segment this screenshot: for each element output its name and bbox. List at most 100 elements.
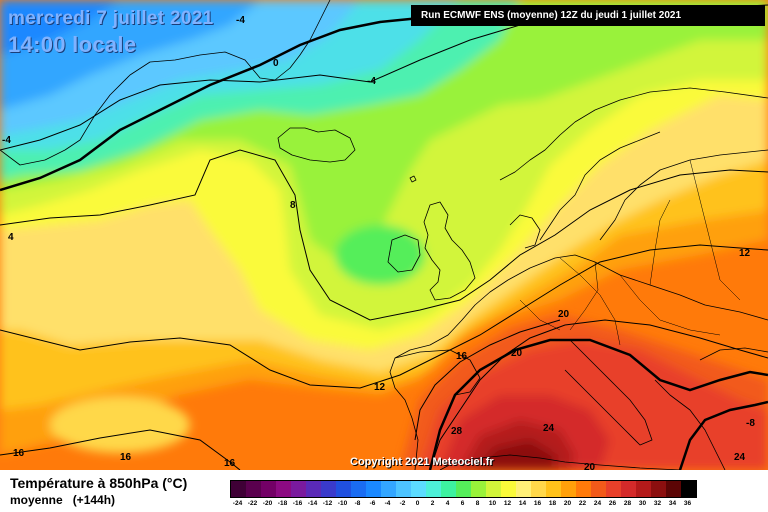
isotherm-label: 0	[273, 58, 279, 69]
color-scale-swatch	[456, 481, 471, 497]
isotherm-label: 8	[290, 200, 296, 211]
color-scale-swatch	[336, 481, 351, 497]
color-scale-swatch	[441, 481, 456, 497]
color-scale-swatch	[321, 481, 336, 497]
color-scale-tick-label: 28	[623, 500, 632, 507]
coastlines	[0, 0, 768, 470]
color-scale-tick-label: 32	[653, 500, 662, 507]
field-brightgreen	[335, 225, 425, 285]
color-scale-tick-label: -6	[369, 500, 376, 507]
color-scale-tick-label: 8	[475, 500, 480, 507]
color-scale-swatch	[501, 481, 516, 497]
color-scale-tick-label: -4	[384, 500, 391, 507]
coast-iceland	[277, 127, 356, 163]
color-scale-tick-label: -16	[292, 500, 303, 507]
field-sw-blob	[50, 397, 190, 453]
coast-continent	[389, 254, 768, 470]
color-scale-tick-label: -12	[322, 500, 333, 507]
isotherm-label: 16	[120, 452, 132, 463]
color-scale-swatch	[621, 481, 636, 497]
color-scale-tick-label: 6	[460, 500, 465, 507]
borders-1	[519, 159, 741, 346]
color-scale-tick-label: 26	[608, 500, 617, 507]
color-scale-tick-label: 24	[593, 500, 602, 507]
color-scale-swatch	[531, 481, 546, 497]
color-scale-swatch	[351, 481, 366, 497]
legend-subtitle-label: moyenne	[10, 493, 63, 507]
coast-baltic	[599, 149, 768, 241]
isotherm-label: 20	[584, 462, 596, 470]
coast-africa	[439, 454, 681, 470]
isotherm-label: 12	[374, 382, 386, 393]
color-scale-swatch	[636, 481, 651, 497]
color-scale-ticks: -24 -22 -20 -18 -16 -14 -12 -10 -8 -6 -4 -2 0 2 4 6 8 10 1…	[230, 499, 695, 509]
isotherm-label: -4	[2, 135, 11, 146]
color-scale-tick-label: 10	[488, 500, 497, 507]
coast-iberia	[394, 349, 481, 396]
color-scale-tick-label: 30	[638, 500, 647, 507]
color-scale-swatch	[471, 481, 486, 497]
color-scale-tick-label: 34	[668, 500, 677, 507]
color-scale-swatch	[246, 481, 261, 497]
color-scale-swatch	[411, 481, 426, 497]
isotherm-label: 16	[13, 448, 25, 459]
color-scale-swatch	[261, 481, 276, 497]
color-scale-tick-label: -10	[337, 500, 348, 507]
field-deepblue	[0, 0, 120, 55]
copyright-text: Copyright 2021 Meteociel.fr	[350, 456, 494, 468]
color-scale-swatch	[306, 481, 321, 497]
isotherm-label: 28	[451, 426, 463, 437]
coast-greenland	[0, 0, 331, 166]
isotherm-label: -8	[746, 418, 755, 429]
isotherm-label: 20	[558, 309, 570, 320]
color-scale-tick-label: 4	[445, 500, 450, 507]
isotherm-28	[678, 400, 768, 470]
coast-ireland	[387, 234, 421, 273]
color-scale-bar	[230, 480, 697, 498]
run-banner: Run ECMWF ENS (moyenne) 12Z du jeudi 1 j…	[411, 5, 765, 26]
color-scale-swatch	[606, 481, 621, 497]
legend-lead-time: (+144h)	[72, 493, 116, 507]
isotherm-label: 16	[224, 458, 236, 469]
isotherm-label: 12	[739, 248, 751, 259]
color-scale-swatch	[231, 481, 246, 497]
coast-balkans	[654, 379, 726, 470]
coast-gb	[423, 201, 476, 301]
isotherm-label: 16	[456, 351, 468, 362]
isotherm-label: 24	[734, 452, 746, 463]
color-scale-swatch	[366, 481, 381, 497]
color-scale-swatch	[651, 481, 666, 497]
coast-sweden	[539, 131, 661, 241]
color-scale-swatch	[546, 481, 561, 497]
coast-scandinavia	[499, 87, 768, 181]
color-scale-swatch	[276, 481, 291, 497]
legend-title: Température à 850hPa (°C)	[10, 475, 188, 491]
isotherm-16	[0, 319, 768, 470]
color-scale-tick-label: 12	[503, 500, 512, 507]
color-scale-tick-label: -8	[354, 500, 361, 507]
color-scale-tick-label: -20	[262, 500, 273, 507]
color-scale-tick-label: 14	[518, 500, 527, 507]
color-scale-swatch	[591, 481, 606, 497]
isotherm-label: -4	[367, 76, 376, 87]
color-scale-swatch	[516, 481, 531, 497]
color-scale-tick-label: -18	[277, 500, 288, 507]
isotherm-label: 4	[8, 232, 14, 243]
color-scale-tick-label: 20	[563, 500, 572, 507]
isotherm-24	[428, 338, 768, 470]
isotherm-12	[0, 244, 768, 389]
color-scale-swatch	[666, 481, 681, 497]
field-hot-5	[475, 440, 555, 470]
color-scale-tick-label: 2	[430, 500, 435, 507]
color-scale-tick-label: 18	[548, 500, 557, 507]
color-scale-swatch	[381, 481, 396, 497]
color-scale-tick-label: -2	[399, 500, 406, 507]
color-scale-swatch	[426, 481, 441, 497]
coast-italy	[564, 339, 653, 446]
legend-subtitle: moyenne (+144h)	[10, 493, 125, 507]
temperature-map	[0, 0, 768, 470]
coast-denmark	[509, 214, 541, 249]
color-scale-swatch	[486, 481, 501, 497]
color-scale-tick-label: 22	[578, 500, 587, 507]
color-scale-swatch	[561, 481, 576, 497]
